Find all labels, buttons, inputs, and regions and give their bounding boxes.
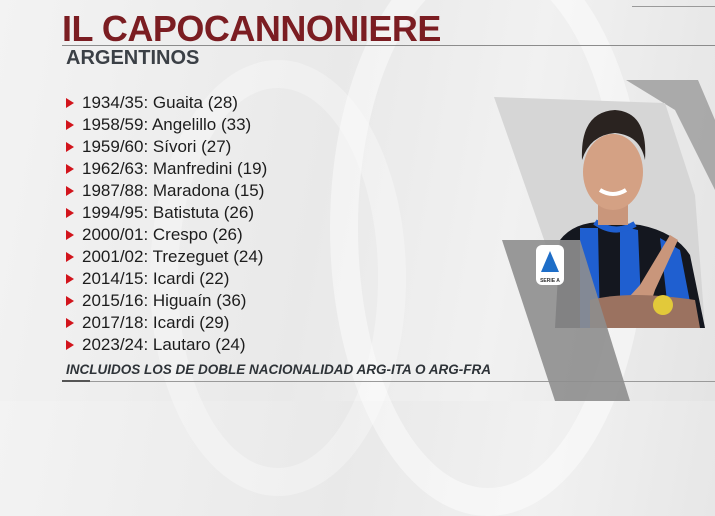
serie-a-badge: SERIE A: [536, 245, 564, 285]
bullet-triangle-icon: [66, 252, 74, 262]
list-item: 2014/15: Icardi (22): [66, 268, 267, 290]
scorer-entry: 2017/18: Icardi (29): [82, 313, 230, 332]
bullet-triangle-icon: [66, 274, 74, 284]
bullet-triangle-icon: [66, 340, 74, 350]
scorer-entry: 1958/59: Angelillo (33): [82, 115, 252, 134]
bullet-triangle-icon: [66, 186, 74, 196]
page-title: IL CAPOCANNONIERE: [62, 8, 441, 49]
list-item: 1994/95: Batistuta (26): [66, 202, 267, 224]
scorer-entry: 1962/63: Manfredini (19): [82, 159, 268, 178]
list-item: 1987/88: Maradona (15): [66, 180, 267, 202]
bullet-triangle-icon: [66, 98, 74, 108]
list-item: 1962/63: Manfredini (19): [66, 158, 267, 180]
list-item: 1934/35: Guaita (28): [66, 92, 267, 114]
list-item: 2000/01: Crespo (26): [66, 224, 267, 246]
top-right-divider: [632, 6, 715, 7]
bullet-triangle-icon: [66, 164, 74, 174]
footer-divider: [62, 381, 715, 382]
bullet-triangle-icon: [66, 230, 74, 240]
bullet-triangle-icon: [66, 208, 74, 218]
scorer-entry: 1987/88: Maradona (15): [82, 181, 265, 200]
scorers-list: 1934/35: Guaita (28) 1958/59: Angelillo (…: [66, 92, 267, 356]
scorer-entry: 2001/02: Trezeguet (24): [82, 247, 264, 266]
page-subtitle: ARGENTINOS: [66, 47, 200, 69]
list-item: 2015/16: Higuaín (36): [66, 290, 267, 312]
scorer-entry: 2000/01: Crespo (26): [82, 225, 243, 244]
scorer-entry: 2014/15: Icardi (22): [82, 269, 230, 288]
scorer-entry: 2023/24: Lautaro (24): [82, 335, 246, 354]
scorer-entry: 1959/60: Sívori (27): [82, 137, 232, 156]
title-divider: [62, 45, 715, 46]
list-item: 2001/02: Trezeguet (24): [66, 246, 267, 268]
bullet-triangle-icon: [66, 120, 74, 130]
bullet-triangle-icon: [66, 318, 74, 328]
scorer-entry: 1934/35: Guaita (28): [82, 93, 238, 112]
bullet-triangle-icon: [66, 296, 74, 306]
badge-label: SERIE A: [540, 278, 560, 284]
list-item: 2023/24: Lautaro (24): [66, 334, 267, 356]
footer-accent: [62, 380, 90, 382]
scorer-entry: 1994/95: Batistuta (26): [82, 203, 255, 222]
list-item: 2017/18: Icardi (29): [66, 312, 267, 334]
list-item: 1958/59: Angelillo (33): [66, 114, 267, 136]
list-item: 1959/60: Sívori (27): [66, 136, 267, 158]
footnote: INCLUIDOS LOS DE DOBLE NACIONALIDAD ARG-…: [66, 362, 491, 377]
bullet-triangle-icon: [66, 142, 74, 152]
player-photo-panel: SERIE A: [494, 80, 715, 401]
scorer-entry: 2015/16: Higuaín (36): [82, 291, 247, 310]
